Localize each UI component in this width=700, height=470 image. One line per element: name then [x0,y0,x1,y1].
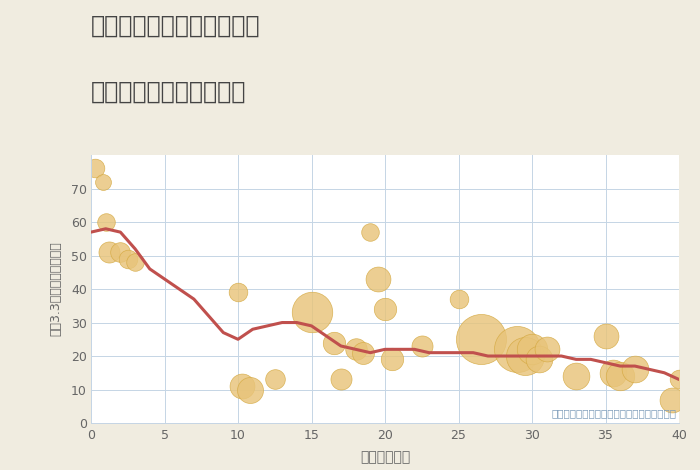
Point [541,345,552,353]
Point [335,376,346,383]
Point [372,275,384,283]
Point [103,249,114,256]
Point [629,366,641,373]
Point [115,249,126,256]
Point [475,336,486,343]
Point [416,342,427,350]
Point [608,369,619,376]
Point [615,372,626,380]
Point [453,295,464,303]
Point [512,345,523,353]
Point [306,309,317,316]
Point [350,345,361,353]
Point [673,376,685,383]
Point [600,332,611,340]
Point [570,372,582,380]
Point [97,178,108,186]
Point [237,383,248,390]
X-axis label: 築年数（年）: 築年数（年） [360,450,410,464]
Point [519,352,531,360]
Point [666,396,678,403]
Y-axis label: 坪（3.3㎡）単価（万円）: 坪（3.3㎡）単価（万円） [50,242,62,337]
Text: 築年数別中古戸建て価格: 築年数別中古戸建て価格 [91,80,246,104]
Point [130,258,141,266]
Point [122,255,133,263]
Point [526,345,538,353]
Point [534,356,545,363]
Point [328,339,340,346]
Point [232,289,244,296]
Point [269,376,280,383]
Point [358,349,369,356]
Point [379,306,391,313]
Point [386,356,398,363]
Point [244,386,256,393]
Text: 兵庫県豊岡市出石町内町の: 兵庫県豊岡市出石町内町の [91,14,260,38]
Text: 円の大きさは、取引のあった物件面積を示す: 円の大きさは、取引のあった物件面積を示す [551,408,676,418]
Point [100,218,111,226]
Point [90,165,101,172]
Point [365,228,376,236]
